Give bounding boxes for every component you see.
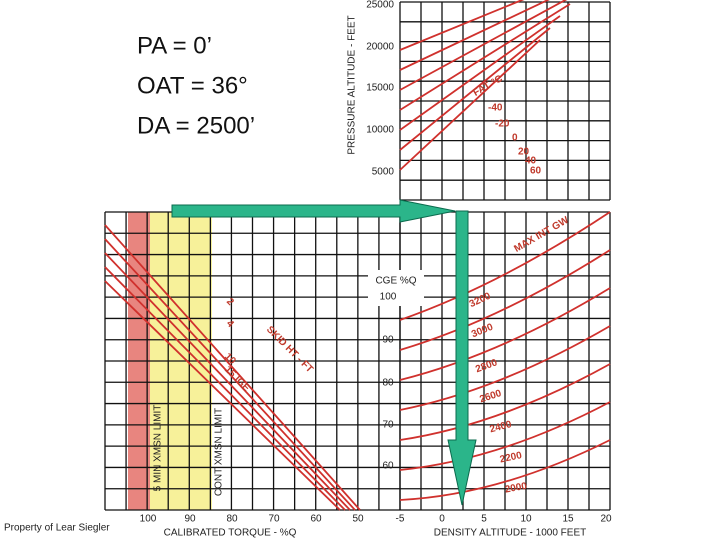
arrow-vertical	[447, 210, 477, 506]
tick-label: -5	[396, 514, 405, 525]
gw-tick: 2000	[504, 481, 528, 496]
cge-tick: 90	[382, 335, 394, 346]
skid-line	[104, 252, 351, 511]
cge-tick: 100	[380, 292, 397, 303]
gw-curve	[399, 401, 611, 471]
tick-label: 50	[352, 514, 364, 525]
tick-label: 10000	[366, 125, 394, 136]
fat-tick: 0	[512, 133, 518, 144]
tick-label: 0	[439, 514, 445, 525]
cge-tick: 80	[382, 378, 394, 389]
cge-tick: 60	[382, 461, 394, 472]
fat-tick: 20	[518, 147, 530, 158]
skid-line	[104, 238, 356, 511]
tick-label: 15	[562, 514, 574, 525]
tick-label: 80	[226, 514, 238, 525]
temp-line	[399, 0, 550, 71]
condition: OAT = 36°	[137, 72, 248, 99]
fat-tick: 40	[525, 156, 537, 167]
skid-tick: 2	[224, 296, 236, 308]
skid-line	[104, 280, 341, 511]
gw-label: MAX INT GW	[512, 215, 571, 255]
gw-curve	[399, 363, 611, 441]
tick-label: 10	[520, 514, 532, 525]
footer: Property of Lear Siegler	[4, 523, 110, 534]
gw-curve	[399, 325, 611, 411]
tick-label: 100	[140, 514, 157, 525]
fat-tick: -20	[495, 119, 510, 130]
temp-line	[399, 3, 571, 111]
skid-line	[104, 224, 361, 511]
gw-curve	[399, 249, 611, 351]
fat-tick: -40	[488, 103, 503, 114]
axis-label: DENSITY ALTITUDE - 1000 FEET	[434, 528, 586, 539]
tick-label: 60	[310, 514, 322, 525]
cge-tick: 70	[382, 420, 394, 431]
curves	[104, 0, 611, 511]
tick-label: 15000	[366, 83, 394, 94]
gw-curve	[399, 439, 611, 501]
gw-curve	[399, 287, 611, 381]
tick-label: 25000	[366, 0, 394, 11]
tick-label: 70	[268, 514, 280, 525]
limit-label: CONT XMSN LIMIT	[214, 408, 225, 496]
temp-line	[399, 15, 561, 131]
gw-curve	[399, 211, 611, 321]
cge-label-bg	[368, 270, 424, 306]
gw-tick: 2200	[499, 450, 523, 465]
gw-tick: 3000	[470, 322, 495, 341]
tick-label: 5	[481, 514, 487, 525]
temp-line	[399, 0, 568, 91]
axis-label: PRESSURE ALTITUDE - FEET	[347, 15, 358, 154]
temp-line	[399, 39, 541, 171]
tick-label: 90	[184, 514, 196, 525]
temp-line	[399, 27, 551, 151]
tick-label: 20	[600, 514, 612, 525]
axis-label: CALIBRATED TORQUE - %Q	[164, 528, 297, 539]
tick-label: 5000	[372, 167, 395, 178]
temp-line	[399, 0, 525, 51]
skid-label: SKID HT - FT	[264, 324, 315, 375]
arrow-horizontal	[171, 199, 456, 223]
skid-line	[104, 266, 346, 511]
gw-tick: 2400	[489, 419, 514, 435]
gw-tick: 3200	[468, 291, 493, 311]
gw-tick: 2600	[478, 388, 503, 405]
condition: PA = 0’	[137, 32, 212, 59]
limit-label: 5 MIN XMSN LIMIT	[153, 405, 164, 492]
gw-tick: 2800	[474, 357, 499, 375]
fat-tick: 60	[530, 166, 542, 177]
condition: DA = 2500’	[137, 112, 255, 139]
fat-label: FAT °C	[471, 73, 504, 99]
tick-label: 20000	[366, 42, 394, 53]
skid-tick: 4	[224, 318, 236, 330]
cge-label: CGE %Q	[375, 276, 416, 287]
